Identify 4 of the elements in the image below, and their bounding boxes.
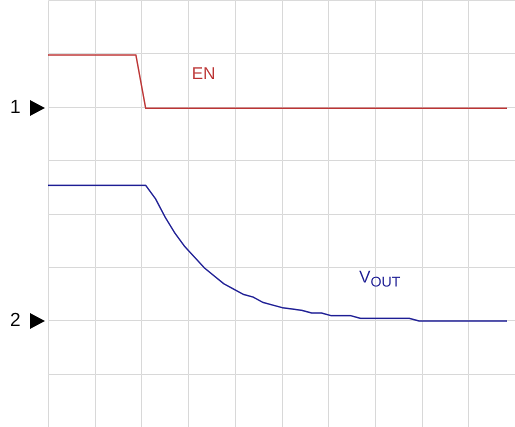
- series-label: EN: [192, 64, 216, 84]
- series-label: V$_{OUT}$: [359, 267, 400, 291]
- text: 1: [10, 97, 21, 120]
- text: 2: [10, 310, 21, 332]
